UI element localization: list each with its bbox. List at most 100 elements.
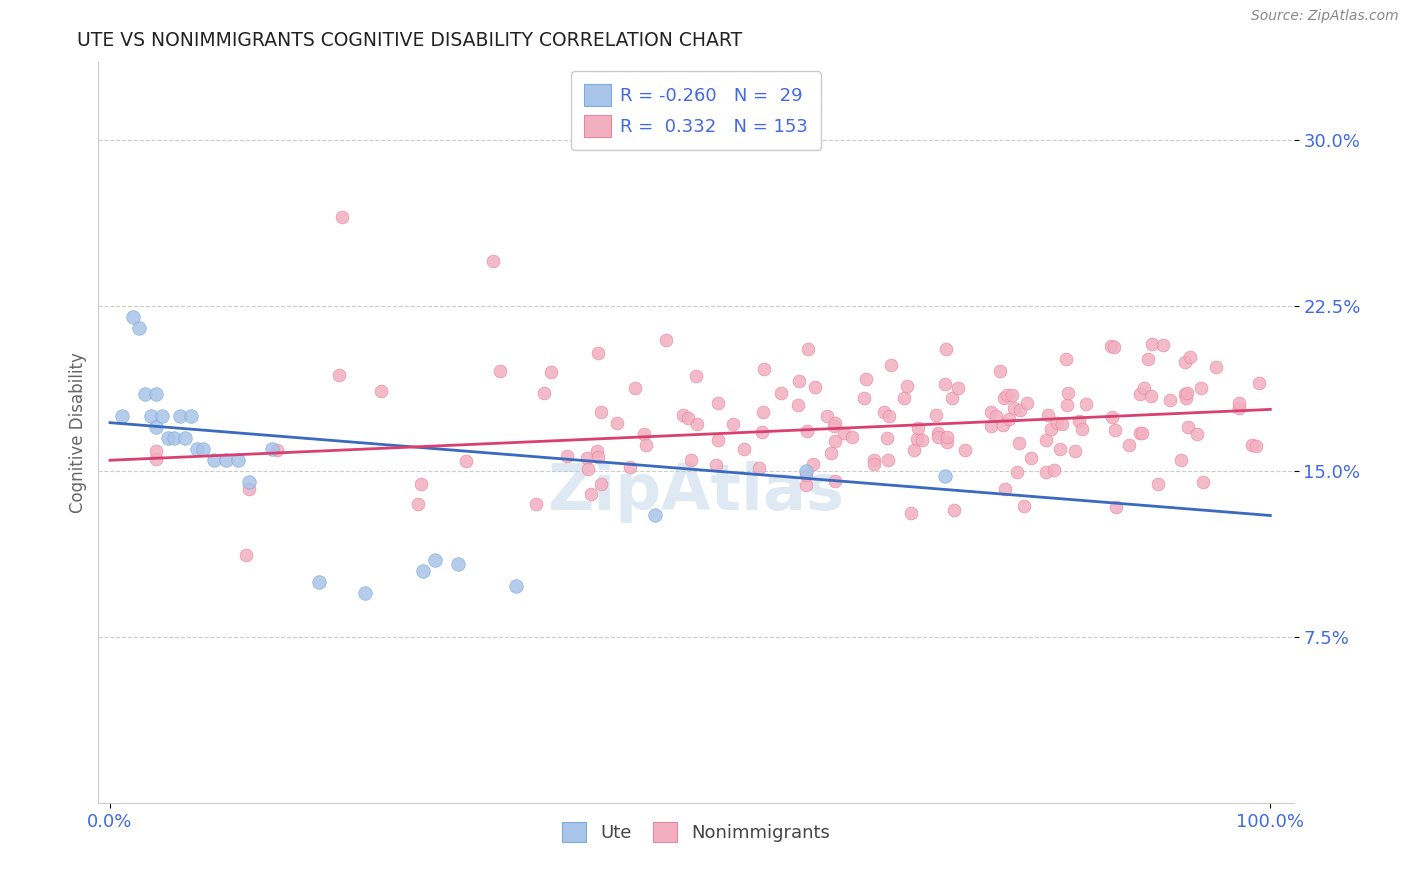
Point	[482, 254, 505, 268]
Point	[191, 442, 214, 457]
Point	[150, 409, 173, 423]
Point	[704, 458, 727, 472]
Point	[1046, 416, 1069, 430]
Point	[796, 468, 818, 483]
Point	[1071, 422, 1094, 436]
Point	[238, 475, 260, 490]
Point	[1118, 438, 1140, 452]
Point	[606, 416, 628, 430]
Point	[1159, 393, 1181, 408]
Point	[266, 443, 288, 458]
Y-axis label: Cognitive Disability: Cognitive Disability	[69, 352, 87, 513]
Point	[157, 431, 180, 445]
Point	[995, 387, 1018, 401]
Point	[686, 417, 709, 431]
Point	[330, 210, 353, 224]
Point	[1133, 381, 1156, 395]
Point	[946, 381, 969, 395]
Point	[128, 320, 150, 334]
Text: ZipAtlas: ZipAtlas	[547, 461, 845, 523]
Point	[876, 453, 898, 467]
Point	[863, 453, 886, 467]
Point	[1192, 475, 1215, 489]
Point	[980, 419, 1002, 434]
Point	[409, 476, 432, 491]
Point	[896, 378, 918, 392]
Point	[1039, 422, 1062, 436]
Point	[1105, 500, 1128, 515]
Point	[1146, 476, 1168, 491]
Point	[578, 462, 600, 476]
Point	[707, 396, 730, 410]
Point	[907, 421, 929, 435]
Point	[1043, 463, 1066, 477]
Point	[707, 433, 730, 447]
Point	[786, 399, 808, 413]
Point	[1177, 420, 1199, 434]
Point	[1129, 386, 1152, 401]
Point	[1001, 388, 1024, 402]
Point	[1175, 391, 1198, 405]
Point	[988, 364, 1011, 378]
Point	[180, 409, 202, 423]
Point	[174, 431, 197, 445]
Point	[927, 425, 949, 440]
Point	[752, 361, 775, 376]
Point	[1038, 408, 1060, 422]
Point	[1175, 385, 1198, 400]
Point	[751, 404, 773, 418]
Point	[1205, 359, 1227, 374]
Point	[804, 380, 827, 394]
Point	[876, 431, 898, 445]
Point	[934, 468, 956, 483]
Point	[955, 443, 977, 458]
Point	[877, 409, 900, 423]
Point	[145, 387, 167, 401]
Point	[993, 417, 1015, 432]
Point	[588, 450, 610, 464]
Point	[1229, 396, 1251, 410]
Point	[169, 409, 191, 423]
Point	[1069, 414, 1091, 428]
Point	[832, 426, 855, 441]
Point	[1035, 433, 1057, 447]
Point	[1074, 397, 1097, 411]
Point	[589, 405, 612, 419]
Point	[524, 497, 547, 511]
Point	[447, 557, 470, 571]
Point	[308, 574, 330, 589]
Point	[423, 552, 446, 566]
Point	[540, 365, 562, 379]
Point	[1008, 402, 1031, 417]
Point	[820, 446, 842, 460]
Point	[900, 506, 922, 520]
Point	[1101, 410, 1123, 425]
Point	[994, 482, 1017, 496]
Point	[1227, 401, 1250, 415]
Point	[586, 345, 609, 359]
Point	[1241, 438, 1264, 452]
Point	[619, 460, 641, 475]
Point	[1189, 381, 1212, 395]
Point	[941, 391, 963, 405]
Point	[1185, 426, 1208, 441]
Point	[145, 452, 167, 467]
Point	[1015, 396, 1038, 410]
Point	[801, 457, 824, 471]
Point	[927, 430, 949, 444]
Point	[591, 476, 613, 491]
Point	[852, 391, 875, 405]
Point	[586, 444, 609, 458]
Point	[579, 486, 602, 500]
Point	[1142, 337, 1164, 351]
Point	[1104, 423, 1126, 437]
Point	[824, 416, 846, 430]
Point	[936, 430, 959, 444]
Point	[238, 482, 260, 496]
Point	[644, 508, 666, 523]
Point	[122, 310, 145, 324]
Point	[1002, 401, 1025, 416]
Point	[924, 409, 946, 423]
Point	[815, 409, 838, 423]
Point	[903, 443, 925, 458]
